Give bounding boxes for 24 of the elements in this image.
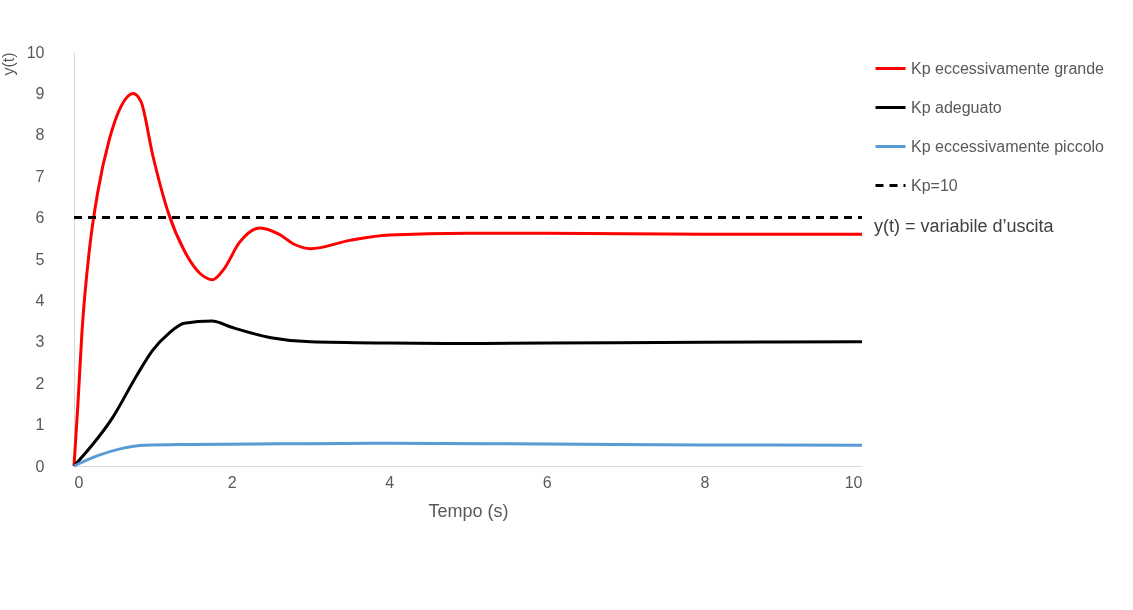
y-tick-label: 3: [35, 333, 45, 351]
text: y(t) = variabile d’uscita: [874, 216, 1055, 236]
x-tick-label: 0: [74, 473, 84, 491]
x-tick-label: 2: [227, 473, 237, 491]
y-tick-label: 4: [35, 291, 45, 309]
legend-label: Kp adeguato: [911, 98, 1002, 116]
y-axis-title: y(t): [0, 52, 17, 76]
y-tick-label: 1: [35, 416, 45, 434]
y-tick-label: 5: [35, 250, 45, 268]
y-tick-label: 6: [35, 209, 45, 227]
y-tick-label: 9: [35, 84, 45, 102]
legend-label: Kp eccessivamente piccolo: [911, 137, 1105, 155]
legend-label: Kp=10: [911, 176, 958, 194]
x-tick-label: 4: [385, 473, 395, 491]
y-tick-label: 7: [35, 167, 45, 185]
x-tick-label: 10: [844, 473, 863, 491]
x-tick-label: 8: [700, 473, 710, 491]
y-tick-label: 10: [26, 43, 45, 61]
x-axis-title: Tempo (s): [428, 500, 509, 521]
y-tick-label: 0: [35, 457, 45, 475]
legend-label: Kp eccessivamente grande: [911, 59, 1105, 77]
x-tick-label: 6: [542, 473, 552, 491]
y-tick-label: 2: [35, 374, 45, 392]
y-tick-label: 8: [35, 126, 45, 144]
